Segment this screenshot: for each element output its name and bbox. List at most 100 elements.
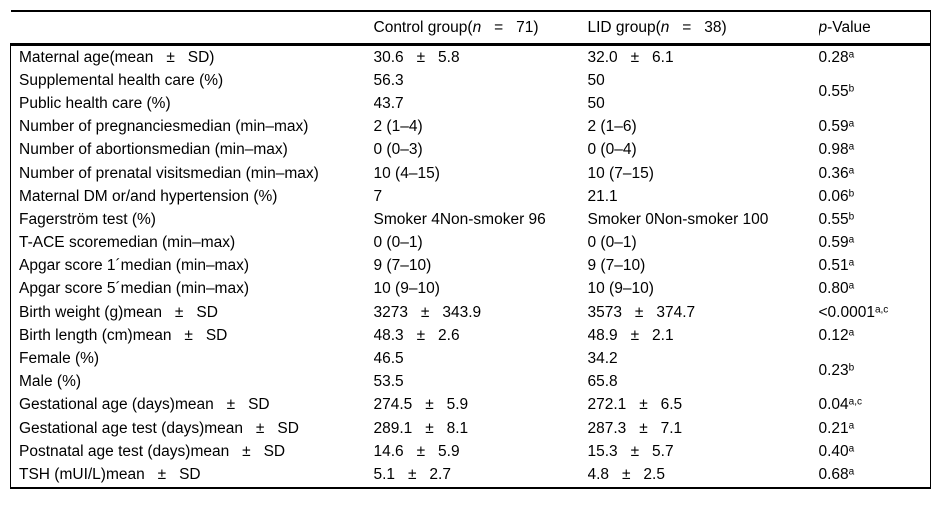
p-value-cell: 0.55b [818,69,931,116]
row-label-cell: Birth length (cm)mean ± SD [10,324,374,348]
p-value-footnote-marker: a [848,165,855,177]
header-p-italic: p [818,18,828,36]
control-value-cell: 9 (7–10) [373,257,432,275]
row-label-cell: Birth weight (g)mean ± SD [10,301,374,325]
p-value-number: 0.12 [818,326,849,344]
header-lid-pre: LID group( [587,18,661,36]
p-value-cell: 0.40a [818,440,931,464]
header-control-group: Control group(n = 71) [373,11,588,46]
lid-value-cell: 0 (0–4) [587,141,637,159]
lid-value-cell: 21.1 [587,187,618,205]
p-value-footnote-marker: a,c [874,304,889,316]
lid-value-cell: 3573 ± 374.7 [587,303,696,321]
row-label-cell: Number of abortionsmedian (min–max) [10,138,374,162]
p-value-number: 0.80 [818,280,849,298]
p-value-number: 0.23 [818,361,849,379]
lid-value-cell: 10 (7–15) [587,164,654,182]
control-value-cell: 14.6 ± 5.9 [373,442,460,460]
table-row: Male (%) 53.5 65.8 [10,370,931,394]
row-label-cell: Fagerström test (%) [10,208,374,232]
table-body: Maternal age(mean ± SD) 30.6 ± 5.8 32.0 ± … [10,44,931,488]
header-empty-cell [10,11,374,46]
lid-value-cell: 65.8 [587,373,618,391]
p-value-number: 0.36 [818,164,849,182]
p-value-footnote-marker: a [848,466,855,478]
p-value-footnote-marker: b [848,362,855,374]
header-control-pre: Control group( [373,18,473,36]
table-row: Birth weight (g)mean ± SD 3273 ± 343.9 357… [10,301,931,325]
lid-value-cell: 10 (9–10) [587,280,654,298]
row-label-cell: Number of prenatal visitsmedian (min–max… [10,161,374,186]
table-row: Public health care (%) 43.7 50 [10,92,931,116]
row-label-cell: Public health care (%) [10,92,374,116]
p-value-cell: 0.68a [818,463,931,488]
p-value-footnote-marker: a [848,234,855,246]
row-label-cell: Maternal DM or/and hypertension (%) [10,185,374,209]
lid-value-cell: 0 (0–1) [587,234,637,252]
table-row: Maternal age(mean ± SD) 30.6 ± 5.8 32.0 ± … [10,44,931,70]
control-value-cell: 53.5 [373,373,404,391]
control-value-cell: 10 (4–15) [373,164,440,182]
control-value-cell: 274.5 ± 5.9 [373,396,469,414]
table-row: Fagerström test (%) Smoker 4Non-smoker 96… [10,208,931,232]
table-row: Number of abortionsmedian (min–max) 0 (0–… [10,138,931,162]
row-label-cell: Maternal age(mean ± SD) [10,44,374,70]
lid-value-cell: 272.1 ± 6.5 [587,396,683,414]
table-row: Gestational age test (days)mean ± SD 289.… [10,417,931,441]
p-value-number: 0.68 [818,465,849,483]
lid-value-cell: Smoker 0Non-smoker 100 [587,210,769,228]
p-value-cell: 0.98a [818,138,931,162]
row-label-cell: Number of pregnanciesmedian (min–max) [10,115,374,139]
lid-value-cell: 32.0 ± 6.1 [587,48,674,66]
control-value-cell: 7 [373,187,383,205]
header-p-value: p-Value [818,11,931,46]
p-value-number: 0.04 [818,396,849,414]
header-control-n-italic: n [472,18,482,36]
p-value-cell: 0.51a [818,254,931,278]
control-value-cell: 289.1 ± 8.1 [373,419,469,437]
lid-value-cell: 50 [587,71,605,89]
p-value-footnote-marker: b [848,188,855,200]
header-lid-post: = 38) [669,18,727,36]
p-value-number: 0.55 [818,210,849,228]
p-value-cell: 0.21a [818,417,931,441]
row-label-cell: Apgar score 5´median (min–max) [10,277,374,302]
row-label-cell: Supplemental health care (%) [10,69,374,93]
control-value-cell: 3273 ± 343.9 [373,303,482,321]
header-lid-group: LID group(n = 38) [587,11,819,46]
row-label-cell: TSH (mUI/L)mean ± SD [10,463,374,488]
p-value-footnote-marker: a [848,420,855,432]
p-value-footnote-marker: a [848,280,855,292]
p-value-number: 0.40 [818,442,849,460]
table-row: Supplemental health care (%) 56.3 50 0.55b [10,69,931,116]
p-value-cell: 0.80a [818,277,931,302]
control-value-cell: 2 (1–4) [373,118,423,136]
control-value-cell: 5.1 ± 2.7 [373,465,451,483]
control-value-cell: Smoker 4Non-smoker 96 [373,210,546,228]
control-value-cell: 46.5 [373,350,404,368]
table-row: Maternal DM or/and hypertension (%) 7 21.1… [10,185,931,209]
p-value-cell: 0.06b [818,185,931,209]
p-value-cell: <0.0001a,c [818,301,931,325]
control-value-cell: 0 (0–3) [373,141,423,159]
control-value-cell: 56.3 [373,71,404,89]
p-value-number: 0.06 [818,187,849,205]
p-value-footnote-marker: a [848,443,855,455]
p-value-number: 0.28 [818,48,849,66]
header-lid-n-italic: n [660,18,670,36]
table-row: Number of prenatal visitsmedian (min–max… [10,161,931,186]
row-label-cell: Gestational age test (days)mean ± SD [10,417,374,441]
table-row: Number of pregnanciesmedian (min–max) 2 (… [10,115,931,139]
lid-value-cell: 48.9 ± 2.1 [587,326,674,344]
table-row: Gestational age (days)mean ± SD 274.5 ± 5… [10,393,931,417]
lid-value-cell: 9 (7–10) [587,257,646,275]
table-row: Female (%) 46.5 34.2 0.23b [10,347,931,394]
p-value-cell: 0.12a [818,324,931,348]
p-value-footnote-marker: a,c [848,396,863,408]
p-value-number: 0.98 [818,141,849,159]
lid-value-cell: 50 [587,94,605,112]
lid-value-cell: 4.8 ± 2.5 [587,465,665,483]
p-value-footnote-marker: b [848,211,855,223]
p-value-cell: 0.04a,c [818,393,931,417]
p-value-number: 0.55 [818,83,849,101]
